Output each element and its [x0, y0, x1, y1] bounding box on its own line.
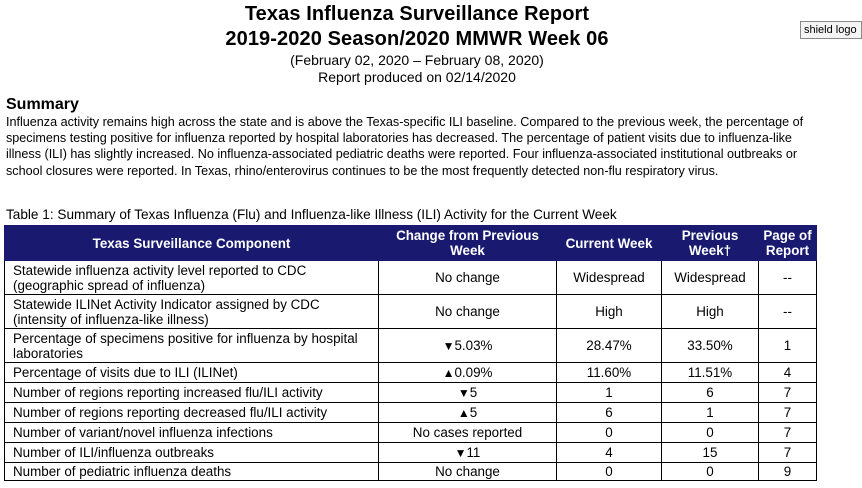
current-week-cell: 11.60% [556, 362, 662, 383]
up-triangle-icon: ▲ [457, 405, 470, 420]
change-cell: No change [378, 294, 557, 329]
change-value: No change [435, 463, 500, 479]
shield-logo-placeholder: shield logo [800, 21, 862, 39]
previous-week-cell: 6 [661, 382, 759, 403]
page-cell: 1 [758, 328, 817, 363]
previous-week-cell: Widespread [661, 260, 759, 295]
report-title: Texas Influenza Surveillance Report [244, 3, 590, 25]
current-week-cell: 6 [556, 402, 662, 423]
page-cell: 9 [758, 462, 817, 481]
component-cell: Number of regions reporting decreased fl… [4, 402, 379, 423]
component-cell: Number of regions reporting increased fl… [4, 382, 379, 403]
page-cell: -- [758, 260, 817, 295]
component-cell: Number of ILI/influenza outbreaks [4, 442, 379, 463]
page-cell: -- [758, 294, 817, 329]
table-header-row: Texas Surveillance Component Change from… [4, 225, 817, 261]
previous-week-cell: 0 [661, 422, 759, 443]
summary-paragraph: Influenza activity remains high across t… [6, 115, 804, 178]
component-cell: Number of variant/novel influenza infect… [4, 422, 379, 443]
header-previous-week: Previous Week† [661, 225, 759, 261]
current-week-cell: 0 [556, 462, 662, 481]
component-cell: Statewide influenza activity level repor… [4, 260, 379, 295]
down-triangle-icon: ▼ [442, 338, 455, 353]
logo-alt-text: shield logo [804, 24, 857, 36]
change-value: No change [435, 303, 500, 319]
table-row: Statewide influenza activity level repor… [4, 260, 817, 295]
report-season: 2019-2020 Season/2020 MMWR Week 06 [225, 28, 609, 50]
current-week-cell: 0 [556, 422, 662, 443]
report-produced-date: Report produced on 02/14/2020 [318, 69, 516, 85]
current-week-cell: 1 [556, 382, 662, 403]
down-triangle-icon: ▼ [457, 385, 470, 400]
page-cell: 7 [758, 442, 817, 463]
surveillance-summary-table: Texas Surveillance Component Change from… [4, 225, 817, 481]
summary-heading: Summary [6, 96, 79, 113]
table-row: Number of regions reporting increased fl… [4, 382, 817, 403]
component-cell: Percentage of visits due to ILI (ILINet) [4, 362, 379, 383]
current-week-cell: High [556, 294, 662, 329]
change-cell: ▼5 [378, 382, 557, 403]
header-component: Texas Surveillance Component [4, 225, 379, 261]
previous-week-cell: 1 [661, 402, 759, 423]
change-cell: No change [378, 462, 557, 481]
current-week-cell: Widespread [556, 260, 662, 295]
header-change: Change from Previous Week [378, 225, 557, 261]
change-cell: No cases reported [378, 422, 557, 443]
page-cell: 7 [758, 422, 817, 443]
table-row: Number of ILI/influenza outbreaks ▼11 4 … [4, 442, 817, 463]
table-row: Number of regions reporting decreased fl… [4, 402, 817, 423]
table-caption: Table 1: Summary of Texas Influenza (Flu… [6, 207, 617, 222]
table-row: Number of variant/novel influenza infect… [4, 422, 817, 443]
header-current-week: Current Week [556, 225, 662, 261]
change-cell: ▲0.09% [378, 362, 557, 383]
change-cell: ▲5 [378, 402, 557, 423]
current-week-cell: 4 [556, 442, 662, 463]
page-cell: 7 [758, 402, 817, 423]
report-date-range: (February 02, 2020 – February 08, 2020) [290, 52, 544, 68]
previous-week-cell: 11.51% [661, 362, 759, 383]
down-triangle-icon: ▼ [454, 445, 467, 460]
change-value: 0.09% [454, 364, 493, 380]
header-page-of-report: Page of Report [758, 225, 817, 261]
change-value: 5 [469, 404, 478, 420]
component-cell: Statewide ILINet Activity Indicator assi… [4, 294, 379, 329]
previous-week-cell: 15 [661, 442, 759, 463]
change-cell: ▼11 [378, 442, 557, 463]
table-row: Percentage of visits due to ILI (ILINet)… [4, 362, 817, 383]
table-row: Statewide ILINet Activity Indicator assi… [4, 294, 817, 329]
table-row: Number of pediatric influenza deaths No … [4, 462, 817, 481]
change-value: 11 [466, 444, 481, 460]
change-cell: No change [378, 260, 557, 295]
table-row: Percentage of specimens positive for inf… [4, 328, 817, 363]
change-value: No change [435, 269, 500, 285]
change-value: 5.03% [454, 337, 493, 353]
up-triangle-icon: ▲ [442, 365, 455, 380]
page-cell: 7 [758, 382, 817, 403]
previous-week-cell: 33.50% [661, 328, 759, 363]
component-cell: Percentage of specimens positive for inf… [4, 328, 379, 363]
page-cell: 4 [758, 362, 817, 383]
change-value: No cases reported [412, 424, 523, 440]
previous-week-cell: High [661, 294, 759, 329]
current-week-cell: 28.47% [556, 328, 662, 363]
previous-week-cell: 0 [661, 462, 759, 481]
change-value: 5 [469, 384, 478, 400]
component-cell: Number of pediatric influenza deaths [4, 462, 379, 481]
report-header: Texas Influenza Surveillance Report 2019… [0, 2, 834, 86]
change-cell: ▼5.03% [378, 328, 557, 363]
